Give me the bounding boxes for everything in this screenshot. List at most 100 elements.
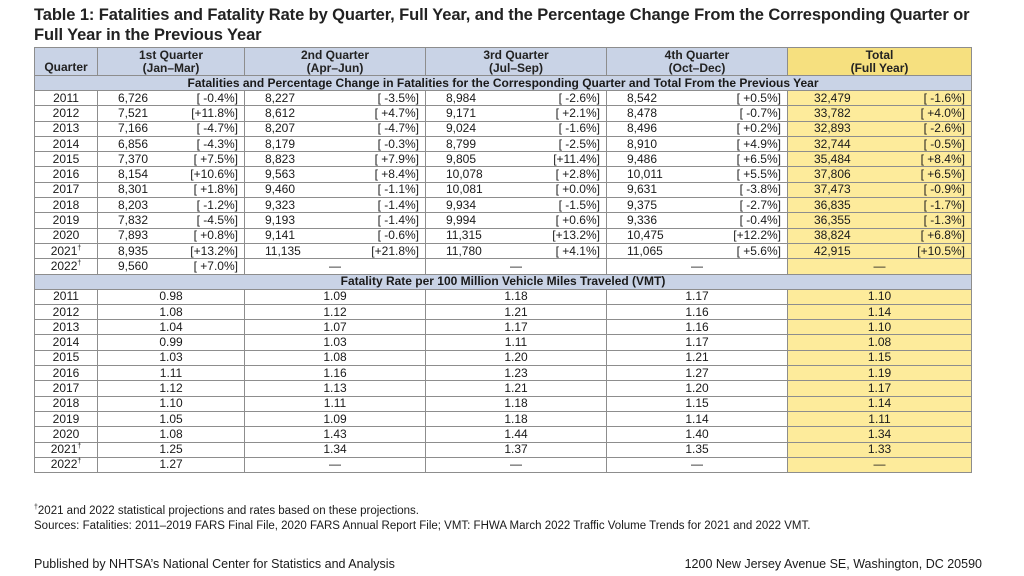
q3-fatality-cell: 9,805 [+11.4%] bbox=[425, 151, 607, 168]
year-label: 2013 bbox=[52, 121, 80, 136]
year-cell: 2014 bbox=[34, 334, 98, 351]
fatality-count: 10,011 bbox=[627, 167, 663, 182]
q3-rate-cell: 1.23 bbox=[425, 365, 607, 382]
percent-change: [ -0.6%] bbox=[377, 228, 419, 243]
fatality-count: 9,024 bbox=[446, 121, 477, 136]
fatality-count: 8,984 bbox=[446, 90, 477, 105]
q1-rate-cell: 1.25 bbox=[97, 441, 245, 458]
year-cell: 2021† bbox=[34, 242, 98, 260]
rate-row: 2018 1.10 1.11 1.18 1.15 1.14 bbox=[34, 395, 972, 412]
rate-row: 2022† 1.27— — — — bbox=[34, 456, 972, 474]
q4-rate-cell: 1.20 bbox=[606, 380, 788, 397]
header-q4-label: 4th Quarter bbox=[664, 48, 730, 62]
fatality-count: 10,475 bbox=[627, 228, 664, 243]
fatality-count: 32,893 bbox=[814, 121, 851, 136]
percent-change: [ -1.3%] bbox=[923, 213, 965, 228]
year-label: 2019 bbox=[52, 411, 80, 426]
total-rate-cell: 1.33 bbox=[787, 441, 972, 458]
q1-rate-cell: 1.03 bbox=[97, 349, 245, 367]
table-title: Table 1: Fatalities and Fatality Rate by… bbox=[34, 6, 970, 44]
projection-mark: † bbox=[77, 259, 82, 267]
projection-mark: † bbox=[77, 458, 82, 466]
fatality-count: 9,193 bbox=[265, 213, 296, 228]
percent-change: [ +0.0%] bbox=[555, 182, 600, 197]
year-label: 2020 bbox=[52, 426, 80, 441]
percent-change: [+10.6%] bbox=[190, 167, 238, 182]
q3-fatality-cell: 9,994 [ +0.6%] bbox=[425, 212, 607, 229]
fatality-count: — bbox=[510, 258, 522, 273]
q4-rate-cell: 1.15 bbox=[606, 395, 788, 412]
q2-rate-cell: — bbox=[244, 456, 426, 474]
q1-rate-cell: 1.27 bbox=[97, 456, 245, 474]
fatality-count: 8,935 bbox=[118, 243, 149, 258]
q1-fatality-cell: 6,726 [ -0.4%] bbox=[97, 89, 245, 107]
year-label: 2022 bbox=[50, 457, 78, 472]
rate-row: 2016 1.11 1.16 1.23 1.27 1.19 bbox=[34, 365, 972, 382]
q1-rate-cell: 1.05 bbox=[97, 410, 245, 428]
fatality-count: 6,726 bbox=[118, 90, 149, 105]
percent-change: [ +7.5%] bbox=[193, 151, 238, 166]
q4-rate-cell: — bbox=[606, 456, 788, 474]
fatality-count: 10,081 bbox=[446, 182, 483, 197]
total-rate-cell: — bbox=[787, 456, 972, 474]
q1-fatality-cell: 8,203 [ -1.2%] bbox=[97, 197, 245, 214]
percent-change: [ -4.5%] bbox=[196, 213, 238, 228]
q1-rate-cell: 0.98 bbox=[97, 288, 245, 305]
year-label: 2012 bbox=[52, 304, 80, 319]
fatality-count: 37,473 bbox=[814, 182, 851, 197]
percent-change: [+10.5%] bbox=[917, 243, 965, 258]
header-quarter-label: Quarter bbox=[44, 60, 88, 74]
rate-row: 2019 1.05 1.09 1.18 1.14 1.11 bbox=[34, 410, 972, 428]
fatality-count: 9,563 bbox=[265, 167, 296, 182]
q1-fatality-cell: 7,893 [ +0.8%] bbox=[97, 227, 245, 244]
percent-change: [+12.2%] bbox=[733, 228, 781, 243]
total-rate-cell: 1.19 bbox=[787, 365, 972, 382]
fatality-row: 2013 7,166 [ -4.7%] 8,207 [ -4.7%] 9,024 [ -1.… bbox=[34, 120, 972, 137]
percent-change: [ +0.6%] bbox=[555, 213, 600, 228]
percent-change: [ -1.6%] bbox=[923, 90, 965, 105]
q2-fatality-cell: 9,460 [ -1.1%] bbox=[244, 181, 426, 199]
percent-change: [ +4.9%] bbox=[736, 136, 781, 151]
percent-change: [ -0.7%] bbox=[739, 105, 781, 120]
year-cell: 2017 bbox=[34, 181, 98, 199]
percent-change: [ +4.1%] bbox=[555, 243, 600, 258]
q4-fatality-cell: 8,496 [ +0.2%] bbox=[606, 120, 788, 137]
total-rate-cell: 1.08 bbox=[787, 334, 972, 351]
year-cell: 2022† bbox=[34, 456, 98, 474]
total-fatality-cell: 36,355 [ -1.3%] bbox=[787, 212, 972, 229]
fatality-row: 2015 7,370 [ +7.5%] 8,823 [ +7.9%] 9,805 [+11.… bbox=[34, 151, 972, 168]
percent-change: [ +6.5%] bbox=[736, 151, 781, 166]
q3-rate-cell: 1.37 bbox=[425, 441, 607, 458]
year-label: 2018 bbox=[52, 396, 80, 411]
q2-rate-cell: 1.12 bbox=[244, 303, 426, 321]
total-rate-cell: 1.34 bbox=[787, 426, 972, 443]
q2-fatality-cell: 9,323 [ -1.4%] bbox=[244, 197, 426, 214]
section-rate-title: Fatality Rate per 100 Million Vehicle Mi… bbox=[34, 273, 972, 290]
q4-fatality-cell: 9,486 [ +6.5%] bbox=[606, 151, 788, 168]
year-label: 2015 bbox=[52, 151, 80, 166]
year-label: 2022 bbox=[50, 258, 78, 273]
rate-row: 2015 1.03 1.08 1.20 1.21 1.15 bbox=[34, 349, 972, 367]
percent-change: [ -2.6%] bbox=[558, 90, 600, 105]
fatality-count: 8,542 bbox=[627, 90, 658, 105]
year-cell: 2020 bbox=[34, 426, 98, 443]
q3-fatality-cell: 9,024 [ -1.6%] bbox=[425, 120, 607, 137]
fatality-row: 2022† 9,560 [ +7.0%] — — — — bbox=[34, 258, 972, 275]
percent-change: [ +4.7%] bbox=[374, 105, 419, 120]
year-cell: 2013 bbox=[34, 120, 98, 137]
fatality-count: 8,910 bbox=[627, 136, 658, 151]
total-rate-cell: 1.17 bbox=[787, 380, 972, 397]
year-cell: 2018 bbox=[34, 197, 98, 214]
fatality-count: 7,370 bbox=[118, 151, 149, 166]
q3-fatality-cell: 10,081 [ +0.0%] bbox=[425, 181, 607, 199]
percent-change: [ -1.4%] bbox=[377, 197, 419, 212]
q1-rate-cell: 1.08 bbox=[97, 426, 245, 443]
fatality-count: 32,744 bbox=[814, 136, 851, 151]
percent-change: [ -1.5%] bbox=[558, 197, 600, 212]
year-label: 2017 bbox=[52, 380, 80, 395]
total-fatality-cell: 33,782 [ +4.0%] bbox=[787, 105, 972, 122]
percent-change: [ -0.4%] bbox=[739, 213, 781, 228]
rate-row: 2011 0.98 1.09 1.18 1.17 1.10 bbox=[34, 288, 972, 305]
fatality-count: 9,631 bbox=[627, 182, 658, 197]
percent-change: [+21.8%] bbox=[371, 243, 419, 258]
